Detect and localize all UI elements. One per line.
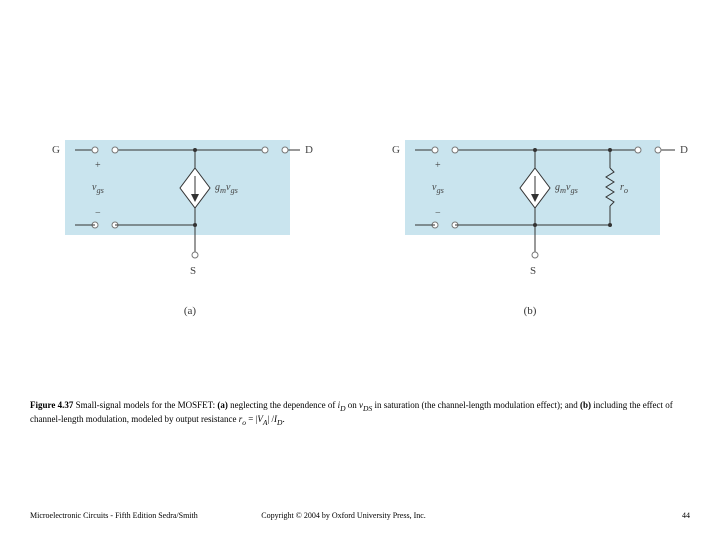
- footer: Microelectronic Circuits - Fifth Edition…: [30, 511, 690, 520]
- figure-caption: Figure 4.37 Small-signal models for the …: [30, 400, 690, 427]
- circuit-box-b: G D S + − vgs gmvgs ro: [380, 130, 680, 260]
- plus-b: +: [435, 160, 441, 171]
- label-S-a: S: [190, 265, 196, 277]
- footer-center: Copyright © 2004 by Oxford University Pr…: [261, 511, 426, 520]
- circuit-panel-b: G D S + − vgs gmvgs ro (b): [380, 130, 680, 330]
- vgs-a: vgs: [92, 182, 104, 195]
- plus-a: +: [95, 160, 101, 171]
- figure-area: G D S + − vgs gmvgs (a): [40, 130, 680, 330]
- panel-label-a: (a): [184, 305, 196, 317]
- circuit-box-a: G D S + − vgs gmvgs: [40, 130, 340, 260]
- label-G-b: G: [392, 144, 400, 156]
- footer-left: Microelectronic Circuits - Fifth Edition…: [30, 511, 198, 520]
- label-G-a: G: [52, 144, 60, 156]
- gmvgs-b: gmvgs: [555, 182, 578, 195]
- label-D-b: D: [680, 144, 688, 156]
- panel-label-b: (b): [524, 305, 537, 317]
- ro-b: ro: [620, 182, 628, 195]
- vgs-b: vgs: [432, 182, 444, 195]
- minus-a: −: [95, 208, 101, 219]
- circuit-svg-b: [380, 130, 700, 300]
- footer-right: 44: [682, 511, 690, 520]
- gmvgs-a: gmvgs: [215, 182, 238, 195]
- minus-b: −: [435, 208, 441, 219]
- circuit-panel-a: G D S + − vgs gmvgs (a): [40, 130, 340, 330]
- label-D-a: D: [305, 144, 313, 156]
- label-S-b: S: [530, 265, 536, 277]
